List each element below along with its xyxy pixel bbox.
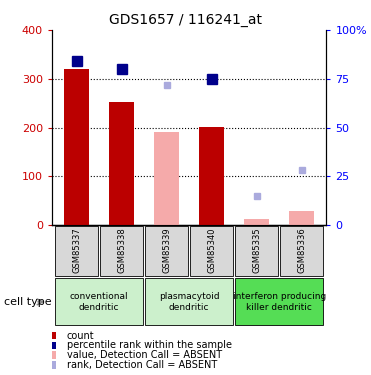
Bar	[154, 132, 179, 225]
Text: rank, Detection Call = ABSENT: rank, Detection Call = ABSENT	[67, 360, 217, 370]
Bar	[145, 279, 233, 325]
Text: value, Detection Call = ABSENT: value, Detection Call = ABSENT	[67, 350, 222, 360]
Text: GSM85339: GSM85339	[162, 228, 171, 273]
Bar	[109, 102, 134, 225]
Text: interferon producing
killer dendritic: interferon producing killer dendritic	[233, 292, 326, 312]
Text: GSM85340: GSM85340	[207, 228, 216, 273]
Text: percentile rank within the sample: percentile rank within the sample	[67, 340, 232, 350]
Text: GSM85335: GSM85335	[252, 228, 261, 273]
Bar	[280, 226, 324, 276]
Bar	[199, 126, 224, 225]
Text: GSM85336: GSM85336	[297, 228, 306, 273]
Text: GSM85338: GSM85338	[117, 228, 126, 273]
Text: plasmacytoid
dendritic: plasmacytoid dendritic	[159, 292, 220, 312]
Bar	[289, 211, 314, 225]
Bar	[235, 226, 278, 276]
Bar	[235, 279, 324, 325]
Bar	[55, 279, 143, 325]
Bar	[55, 226, 98, 276]
Text: conventional
dendritic: conventional dendritic	[70, 292, 128, 312]
Bar	[100, 226, 143, 276]
Text: cell type: cell type	[4, 297, 51, 307]
Bar	[145, 226, 188, 276]
Bar	[64, 69, 89, 225]
Text: GSM85337: GSM85337	[72, 228, 81, 273]
Bar	[190, 226, 233, 276]
Bar	[244, 219, 269, 225]
Text: GDS1657 / 116241_at: GDS1657 / 116241_at	[109, 13, 262, 27]
Text: count: count	[67, 331, 94, 340]
